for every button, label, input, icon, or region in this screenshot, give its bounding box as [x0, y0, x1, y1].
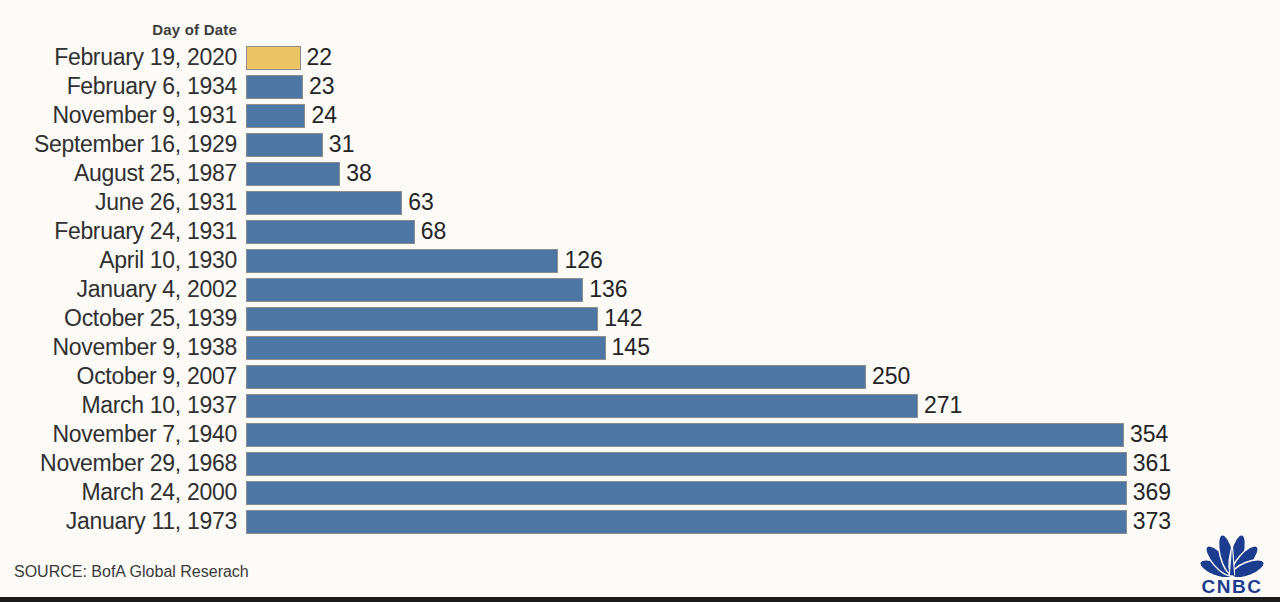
value-label: 250 [872, 363, 910, 390]
category-label: August 25, 1987 [0, 160, 246, 187]
bar-track: 68 [246, 220, 1171, 244]
cnbc-logo: CNBC [1192, 529, 1272, 596]
bar [246, 133, 323, 157]
bar [246, 278, 583, 302]
chart-row: April 10, 1930 126 [0, 246, 1171, 275]
bar-track: 38 [246, 162, 1171, 186]
bar [246, 249, 558, 273]
bar [246, 336, 606, 360]
bar [246, 481, 1127, 505]
bar-track: 142 [246, 307, 1171, 331]
value-label: 373 [1133, 508, 1171, 535]
value-label: 271 [924, 392, 962, 419]
value-label: 369 [1133, 479, 1171, 506]
value-label: 361 [1133, 450, 1171, 477]
chart-page: Day of Date February 19, 202022February … [0, 0, 1280, 602]
value-label: 22 [307, 44, 333, 71]
category-label: June 26, 1931 [0, 189, 246, 216]
chart-row: March 10, 1937 271 [0, 391, 1171, 420]
bar [246, 162, 340, 186]
bar [246, 191, 402, 215]
category-label: November 7, 1940 [0, 421, 246, 448]
value-label: 354 [1130, 421, 1168, 448]
bar [246, 46, 301, 70]
category-label: March 24, 2000 [0, 479, 246, 506]
category-label: April 10, 1930 [0, 247, 246, 274]
bar-track: 369 [246, 481, 1171, 505]
bar-track: 361 [246, 452, 1171, 476]
column-header: Day of Date [0, 21, 237, 38]
chart-row: February 6, 1934 23 [0, 72, 1171, 101]
source-credit: SOURCE: BofA Global Reserach [14, 563, 249, 581]
value-label: 23 [309, 73, 335, 100]
category-label: January 11, 1973 [0, 508, 246, 535]
bar-track: 250 [246, 365, 1171, 389]
category-label: November 29, 1968 [0, 450, 246, 477]
bar-track: 63 [246, 191, 1171, 215]
bar [246, 452, 1127, 476]
bar [246, 104, 305, 128]
category-label: March 10, 1937 [0, 392, 246, 419]
bar [246, 394, 918, 418]
cnbc-wordmark: CNBC [1192, 577, 1272, 596]
category-label: October 25, 1939 [0, 305, 246, 332]
value-label: 145 [612, 334, 650, 361]
bar [246, 423, 1124, 447]
bar [246, 510, 1127, 534]
chart-row: October 25, 1939 142 [0, 304, 1171, 333]
category-label: October 9, 2007 [0, 363, 246, 390]
bar-track: 126 [246, 249, 1171, 273]
bar [246, 307, 598, 331]
bar-track: 23 [246, 75, 1171, 99]
category-label: January 4, 2002 [0, 276, 246, 303]
bar-track: 373 [246, 510, 1171, 534]
bar-track: 31 [246, 133, 1171, 157]
bar-track: 354 [246, 423, 1171, 447]
chart-row: August 25, 1987 38 [0, 159, 1171, 188]
value-label: 68 [421, 218, 447, 245]
chart-row: November 7, 1940 354 [0, 420, 1171, 449]
chart-row: March 24, 2000 369 [0, 478, 1171, 507]
category-label: February 24, 1931 [0, 218, 246, 245]
bar-track: 22 [246, 46, 1171, 70]
bar-rows: February 19, 202022February 6, 193423Nov… [0, 43, 1171, 536]
value-label: 142 [604, 305, 642, 332]
value-label: 126 [564, 247, 602, 274]
value-label: 136 [589, 276, 627, 303]
bar-track: 145 [246, 336, 1171, 360]
bar-track: 136 [246, 278, 1171, 302]
chart-row: January 11, 1973 373 [0, 507, 1171, 536]
chart-row: October 9, 2007 250 [0, 362, 1171, 391]
chart-row: January 4, 2002 136 [0, 275, 1171, 304]
chart-row: February 19, 2020 22 [0, 43, 1171, 72]
bar-track: 24 [246, 104, 1171, 128]
category-label: February 19, 2020 [0, 44, 246, 71]
bar [246, 365, 866, 389]
chart-row: September 16, 1929 31 [0, 130, 1171, 159]
value-label: 31 [329, 131, 355, 158]
chart-row: November 9, 1931 24 [0, 101, 1171, 130]
value-label: 24 [311, 102, 337, 129]
category-label: November 9, 1938 [0, 334, 246, 361]
chart-row: February 24, 1931 68 [0, 217, 1171, 246]
chart-row: November 9, 1938 145 [0, 333, 1171, 362]
bar [246, 75, 303, 99]
bar-track: 271 [246, 394, 1171, 418]
category-label: November 9, 1931 [0, 102, 246, 129]
category-label: February 6, 1934 [0, 73, 246, 100]
bottom-border-strip [0, 597, 1280, 602]
chart-row: November 29, 1968 361 [0, 449, 1171, 478]
category-label: September 16, 1929 [0, 131, 246, 158]
chart-row: June 26, 1931 63 [0, 188, 1171, 217]
value-label: 38 [346, 160, 372, 187]
bar [246, 220, 415, 244]
value-label: 63 [408, 189, 434, 216]
